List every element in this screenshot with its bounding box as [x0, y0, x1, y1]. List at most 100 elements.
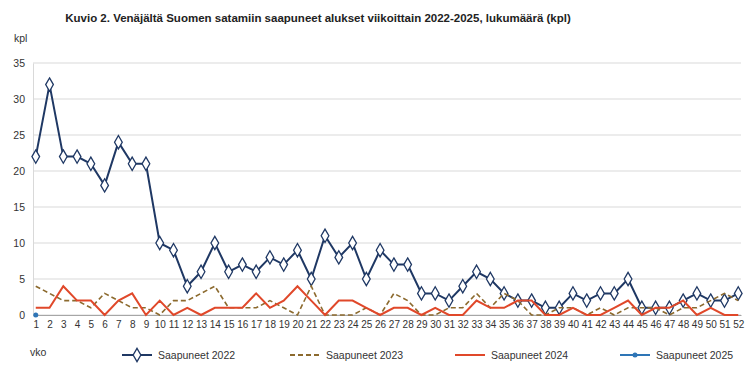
x-tick: 35 — [499, 315, 511, 330]
point-marker — [142, 157, 150, 170]
legend-marker — [633, 353, 638, 358]
x-tick-label: 43 — [609, 319, 621, 330]
y-tick: 25 — [13, 129, 33, 141]
x-tick-label: 3 — [61, 319, 67, 330]
x-tick-label: 20 — [292, 319, 304, 330]
title: Kuvio 2. Venäjältä Suomen satamiin saapu… — [65, 12, 571, 24]
x-tick-label: 6 — [102, 319, 108, 330]
x-tick: 25 — [361, 315, 373, 330]
x-tick-label: 23 — [334, 319, 346, 330]
x-tick: 52 — [733, 315, 745, 330]
legend-label: Saapuneet 2025 — [656, 349, 733, 361]
legend-marker — [133, 348, 141, 361]
x-tick: 4 — [75, 315, 81, 330]
x-tick-label: 31 — [444, 319, 456, 330]
x-tick-label: 34 — [485, 319, 497, 330]
point-marker — [101, 179, 109, 192]
x-tick: 33 — [471, 315, 483, 330]
x-tick-label: 4 — [75, 319, 81, 330]
x-tick: 30 — [430, 315, 442, 330]
x-tick-label: 36 — [513, 319, 525, 330]
legend: Saapuneet 2022Saapuneet 2023Saapuneet 20… — [122, 348, 733, 361]
x-axis-line — [34, 315, 742, 316]
x-tick: 11 — [169, 315, 180, 330]
x-tick: 32 — [458, 315, 470, 330]
series-line — [36, 85, 738, 308]
y-tick-label: 20 — [13, 165, 25, 177]
x-tick: 17 — [251, 315, 263, 330]
point-marker — [59, 150, 67, 163]
point-marker — [170, 244, 178, 257]
y-axis: 05101520253035 — [13, 57, 33, 321]
x-tick: 40 — [568, 315, 580, 330]
x-tick: 34 — [485, 315, 497, 330]
x-tick: 48 — [678, 315, 690, 330]
y-tick: 35 — [13, 57, 33, 69]
y-tick: 10 — [13, 237, 33, 249]
point-marker — [156, 236, 164, 249]
x-tick: 7 — [116, 315, 122, 330]
x-tick-label: 5 — [89, 319, 95, 330]
x-tick: 42 — [595, 315, 607, 330]
x-tick: 3 — [61, 315, 67, 330]
grid-line — [33, 279, 741, 280]
x-tick: 14 — [210, 315, 222, 330]
point-marker — [624, 272, 632, 285]
x-tick-label: 18 — [265, 319, 277, 330]
point-marker — [445, 294, 453, 307]
x-tick: 43 — [609, 315, 621, 330]
x-tick: 47 — [664, 315, 676, 330]
point-marker — [418, 287, 426, 300]
y-axis-title: kpl — [14, 32, 27, 44]
y-tick: 0 — [19, 309, 33, 321]
chart: Kuvio 2. Venäjältä Suomen satamiin saapu… — [0, 0, 756, 378]
x-tick: 5 — [89, 315, 95, 330]
point-marker — [115, 136, 123, 149]
grid-line — [33, 135, 741, 136]
x-tick-label: 24 — [348, 319, 360, 330]
point-marker — [349, 236, 357, 249]
x-tick: 37 — [527, 315, 539, 330]
point-marker — [721, 294, 729, 307]
x-tick-label: 19 — [279, 319, 291, 330]
x-tick: 50 — [706, 315, 718, 330]
x-tick-label: 29 — [416, 319, 428, 330]
x-tick: 27 — [389, 315, 401, 330]
x-tick-label: 1 — [33, 319, 39, 330]
x-tick-label: 30 — [430, 319, 442, 330]
x-tick: 16 — [237, 315, 249, 330]
grid-line — [33, 99, 741, 100]
x-tick-label: 44 — [623, 319, 635, 330]
x-tick: 12 — [182, 315, 194, 330]
point-marker — [32, 150, 40, 163]
x-tick: 22 — [320, 315, 332, 330]
x-tick-label: 42 — [595, 319, 607, 330]
x-tick-label: 49 — [692, 319, 704, 330]
x-tick-label: 33 — [471, 319, 483, 330]
point-marker — [734, 287, 742, 300]
y-tick: 5 — [19, 273, 33, 285]
y-tick-label: 25 — [13, 129, 25, 141]
x-tick: 24 — [348, 315, 360, 330]
point-marker — [73, 150, 81, 163]
y-tick: 20 — [13, 165, 33, 177]
x-tick-label: 41 — [582, 319, 594, 330]
y-tick: 15 — [13, 201, 33, 213]
point-marker — [335, 251, 343, 264]
grid-line — [33, 207, 741, 208]
x-tick-label: 37 — [527, 319, 539, 330]
point-marker — [486, 272, 494, 285]
x-tick-label: 45 — [637, 319, 649, 330]
x-tick: 44 — [623, 315, 635, 330]
x-tick-label: 27 — [389, 319, 401, 330]
x-tick-label: 11 — [169, 319, 180, 330]
point-marker — [390, 258, 398, 271]
point-marker — [252, 265, 260, 278]
x-tick-label: 32 — [458, 319, 470, 330]
x-tick-label: 22 — [320, 319, 332, 330]
x-tick-label: 40 — [568, 319, 580, 330]
plot-area — [32, 78, 742, 318]
series-line — [36, 286, 738, 315]
point-marker — [239, 258, 247, 271]
x-tick: 9 — [144, 315, 150, 330]
